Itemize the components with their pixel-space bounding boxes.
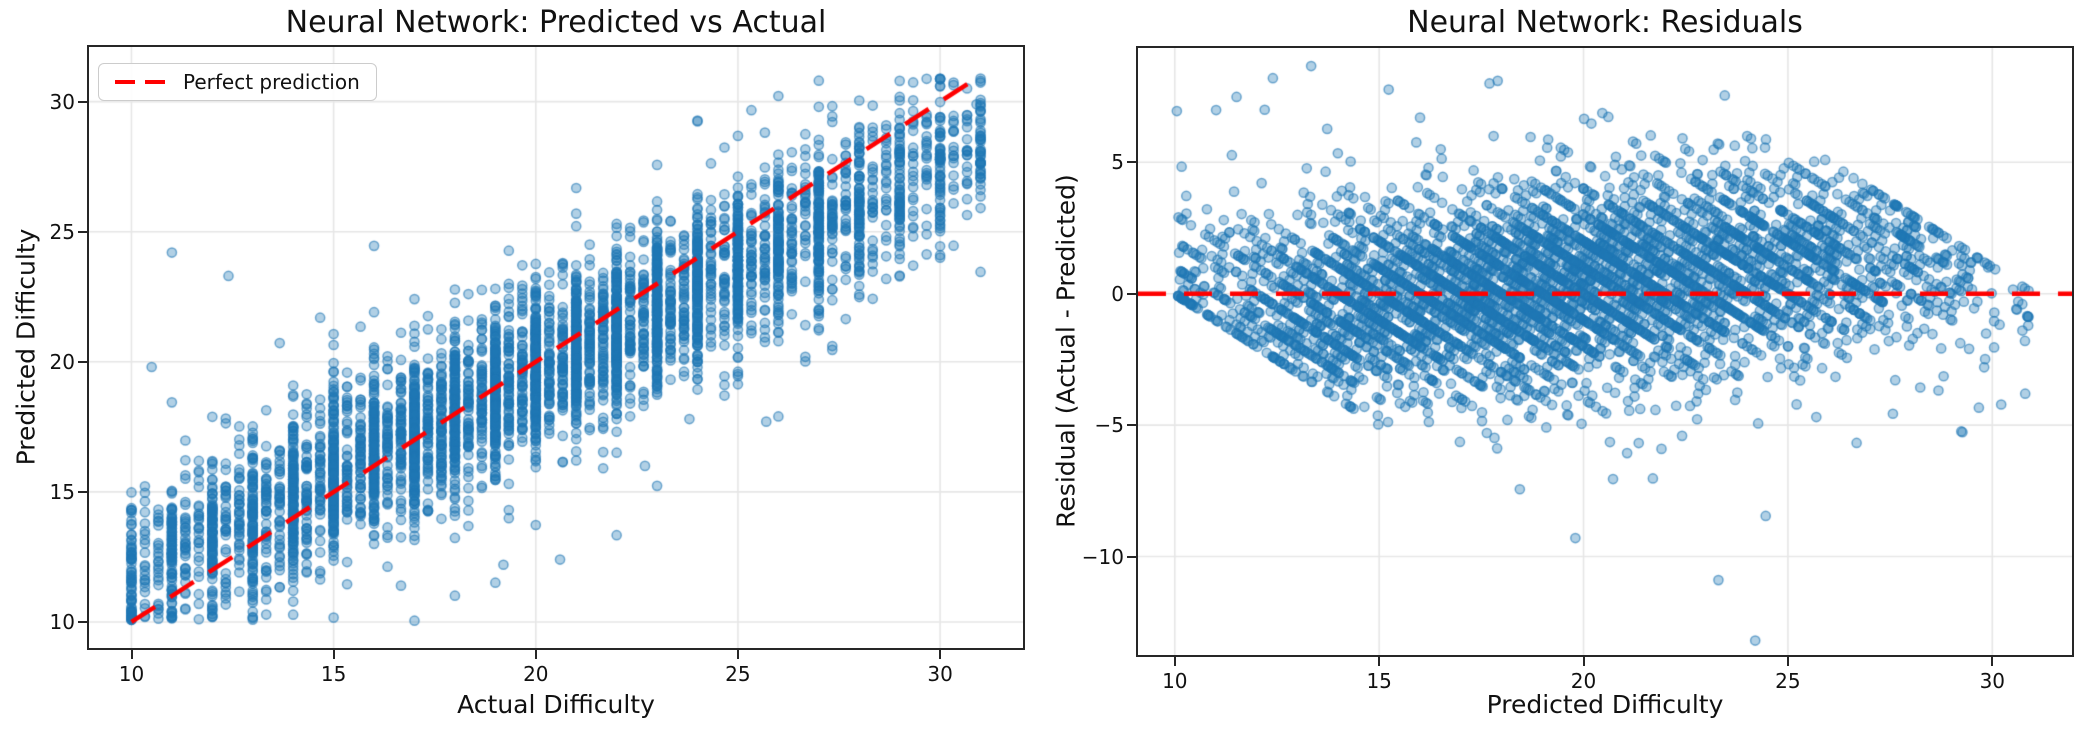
left-scatter-canvas <box>89 47 1023 648</box>
x-tick-label: 25 <box>725 662 751 686</box>
y-tick-label: 30 <box>49 89 75 114</box>
y-tick-label: 10 <box>49 610 75 634</box>
y-tick-mark <box>78 100 87 103</box>
dashed-line-sample <box>115 80 165 84</box>
left-x-axis-label: Actual Difficulty <box>457 690 655 719</box>
x-tick-mark <box>939 650 942 659</box>
x-tick-label: 30 <box>1979 669 2006 693</box>
x-tick-mark <box>1378 657 1381 666</box>
x-tick-label: 20 <box>1570 669 1597 693</box>
x-tick-label: 10 <box>1162 669 1188 693</box>
y-tick-mark <box>1127 161 1136 164</box>
y-tick-label: 0 <box>1111 281 1124 306</box>
right-chart-title: Neural Network: Residuals <box>1407 5 1803 40</box>
x-tick-mark <box>1991 657 1994 666</box>
y-tick-mark <box>78 360 87 363</box>
x-tick-label: 30 <box>927 662 953 686</box>
x-tick-label: 15 <box>1366 669 1392 693</box>
y-tick-label: 20 <box>49 349 75 374</box>
y-tick-label: −10 <box>1081 544 1124 569</box>
y-tick-mark <box>78 230 87 233</box>
right-y-axis-label: Residual (Actual - Predicted) <box>1051 174 1081 528</box>
y-tick-label: 25 <box>49 219 75 244</box>
left-chart-title: Neural Network: Predicted vs Actual <box>285 5 827 40</box>
left-y-axis-label: Predicted Difficulty <box>11 228 41 466</box>
y-tick-mark <box>1127 555 1136 558</box>
y-tick-mark <box>1127 292 1136 295</box>
y-tick-mark <box>78 621 87 623</box>
y-tick-label: 15 <box>49 479 75 504</box>
left-plot-area: Perfect prediction <box>87 45 1025 650</box>
x-tick-label: 20 <box>523 662 549 686</box>
legend-label: Perfect prediction <box>183 70 360 94</box>
y-tick-label: −5 <box>1094 413 1124 438</box>
x-tick-mark <box>130 650 133 659</box>
y-tick-label: 5 <box>1111 150 1124 175</box>
x-tick-mark <box>1582 657 1585 666</box>
right-plot-area <box>1136 46 2074 657</box>
y-tick-mark <box>1127 424 1136 427</box>
x-tick-mark <box>1173 657 1176 666</box>
x-tick-mark <box>736 650 739 659</box>
x-tick-label: 15 <box>320 662 347 686</box>
x-tick-label: 25 <box>1775 669 1801 693</box>
right-scatter-canvas <box>1138 48 2072 655</box>
x-tick-label: 10 <box>118 662 145 686</box>
right-x-axis-label: Predicted Difficulty <box>1486 690 1724 719</box>
y-tick-mark <box>78 490 87 493</box>
legend: Perfect prediction <box>98 63 377 101</box>
x-tick-mark <box>534 650 537 659</box>
x-tick-mark <box>1786 657 1789 666</box>
x-tick-mark <box>332 650 335 659</box>
